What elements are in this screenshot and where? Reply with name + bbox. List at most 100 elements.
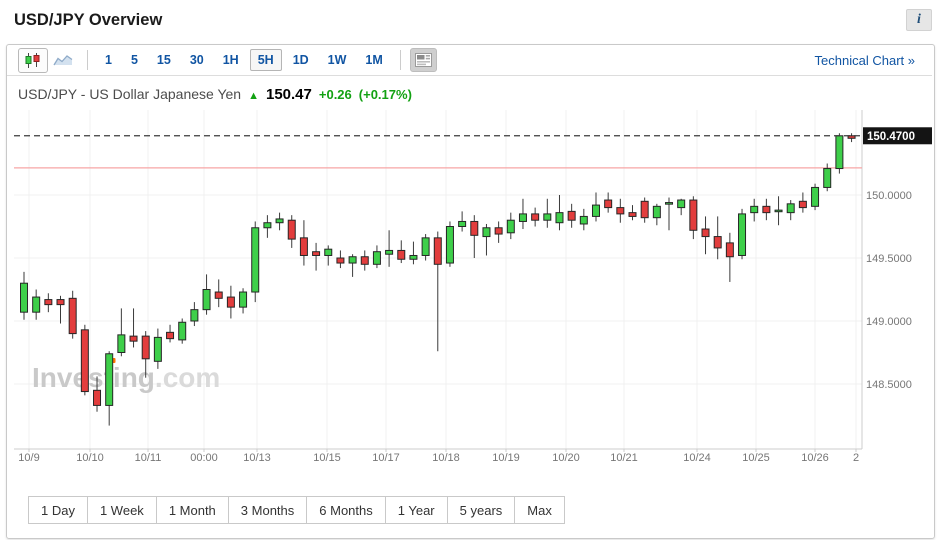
svg-text:10/21: 10/21 xyxy=(610,452,638,464)
candle-up xyxy=(482,227,491,238)
range-button-1-week[interactable]: 1 Week xyxy=(86,496,157,524)
candle-down xyxy=(604,199,613,209)
candle-down xyxy=(129,335,138,342)
candle-down xyxy=(93,389,102,406)
candle-up xyxy=(835,135,844,170)
svg-text:150.4700: 150.4700 xyxy=(867,131,915,143)
area-chart-type-button[interactable] xyxy=(48,48,78,73)
range-button-5-years[interactable]: 5 years xyxy=(446,496,516,524)
candle-down xyxy=(312,251,321,256)
candle-down xyxy=(166,331,175,340)
candle-down xyxy=(141,335,150,360)
date-axis-labels: 10/9 10/10 10/11 00:00 10/13 10/15 10/17 10/18 1… xyxy=(18,452,859,464)
candle-down xyxy=(397,249,406,260)
interval-button-15[interactable]: 15 xyxy=(149,49,179,71)
range-buttons: 1 Day 1 Week 1 Month 3 Months 6 Months 1 Year… xyxy=(28,496,565,524)
svg-text:10/19: 10/19 xyxy=(492,452,520,464)
candle-up xyxy=(445,226,454,264)
candle-down xyxy=(725,242,734,258)
candle-down xyxy=(470,220,479,236)
candle-up xyxy=(458,220,467,227)
candle-down xyxy=(616,207,625,215)
candlestick-icon xyxy=(25,52,40,68)
chart-axes xyxy=(14,110,863,452)
svg-text:10/13: 10/13 xyxy=(243,452,271,464)
candle-down xyxy=(701,228,710,238)
candle-up xyxy=(190,309,199,322)
candle-up xyxy=(178,321,187,341)
instrument-change: +0.26 xyxy=(318,87,352,102)
technical-chart-link[interactable]: Technical Chart » xyxy=(814,52,915,68)
interval-button-1w[interactable]: 1W xyxy=(320,49,355,71)
candle-up xyxy=(786,203,795,214)
candle-up xyxy=(750,205,759,214)
candle-up xyxy=(153,336,162,362)
interval-button-5h[interactable]: 5H xyxy=(249,49,282,71)
toolbar-divider xyxy=(87,50,88,70)
candle-down xyxy=(68,297,77,335)
candle-down xyxy=(640,200,649,219)
title-row: USD/JPY Overview i xyxy=(14,0,932,40)
candle-up xyxy=(263,222,272,229)
range-button-3-months[interactable]: 3 Months xyxy=(227,496,308,524)
instrument-change-percent: (+0.17%) xyxy=(358,87,412,102)
interval-button-1h[interactable]: 1H xyxy=(215,49,247,71)
area-chart-icon xyxy=(53,55,73,66)
candle-down xyxy=(433,237,442,265)
range-button-1-month[interactable]: 1 Month xyxy=(155,496,229,524)
candle-down xyxy=(628,212,637,217)
up-arrow-icon: ▲ xyxy=(248,90,259,102)
range-button-6-months[interactable]: 6 Months xyxy=(306,496,386,524)
instrument-last-price: 150.47 xyxy=(265,86,312,103)
candle-up xyxy=(823,168,832,188)
candle-down xyxy=(336,257,345,264)
range-button-max[interactable]: Max xyxy=(514,496,565,524)
candle-up xyxy=(324,248,333,256)
news-panel-icon xyxy=(414,53,432,67)
candle-up xyxy=(239,291,248,308)
candle-up xyxy=(652,205,661,219)
candle-down xyxy=(226,296,235,308)
candlestick-chart-type-button[interactable] xyxy=(18,47,48,73)
candle-up xyxy=(372,251,381,265)
candle-down xyxy=(287,219,296,240)
price-chart[interactable]: 150.0000 149.5000 149.0000 148.5000 10/9 10/1… xyxy=(0,108,940,468)
candle-down xyxy=(567,210,576,221)
svg-text:148.5000: 148.5000 xyxy=(866,379,912,391)
toolbar-divider xyxy=(399,50,401,70)
candle-down xyxy=(214,291,223,299)
interval-button-1d[interactable]: 1D xyxy=(285,49,317,71)
candle-up xyxy=(543,213,552,221)
svg-text:149.5000: 149.5000 xyxy=(866,253,912,265)
svg-text:10/25: 10/25 xyxy=(742,452,770,464)
chart-info-panel-button[interactable] xyxy=(409,48,437,72)
svg-text:10/15: 10/15 xyxy=(313,452,341,464)
interval-button-1[interactable]: 1 xyxy=(97,49,120,71)
candle-up xyxy=(32,296,41,313)
interval-button-1m[interactable]: 1M xyxy=(357,49,390,71)
interval-button-30[interactable]: 30 xyxy=(182,49,212,71)
candle-up xyxy=(665,202,674,205)
candle-up xyxy=(20,282,28,313)
range-button-1-day[interactable]: 1 Day xyxy=(28,496,88,524)
candle-down xyxy=(762,205,771,214)
candle-up xyxy=(202,289,211,311)
investing-watermark: Investing.com xyxy=(32,358,220,393)
candle-down xyxy=(44,299,53,306)
candle-up xyxy=(348,256,357,264)
candle-down xyxy=(531,213,540,221)
candlesticks xyxy=(20,133,856,426)
interval-button-5[interactable]: 5 xyxy=(123,49,146,71)
interval-buttons: 1 5 15 30 1H 5H 1D 1W 1M xyxy=(97,49,391,71)
svg-text:Investing.com: Investing.com xyxy=(32,362,220,393)
candle-down xyxy=(494,227,503,235)
candle-down xyxy=(80,329,89,393)
instrument-header: USD/JPY - US Dollar Japanese Yen ▲ 150.4… xyxy=(18,86,412,103)
candle-up xyxy=(518,213,527,222)
svg-text:10/26: 10/26 xyxy=(801,452,829,464)
svg-text:150.0000: 150.0000 xyxy=(866,190,912,202)
info-button[interactable]: i xyxy=(906,9,932,31)
svg-text:10/10: 10/10 xyxy=(76,452,104,464)
range-button-1-year[interactable]: 1 Year xyxy=(384,496,448,524)
